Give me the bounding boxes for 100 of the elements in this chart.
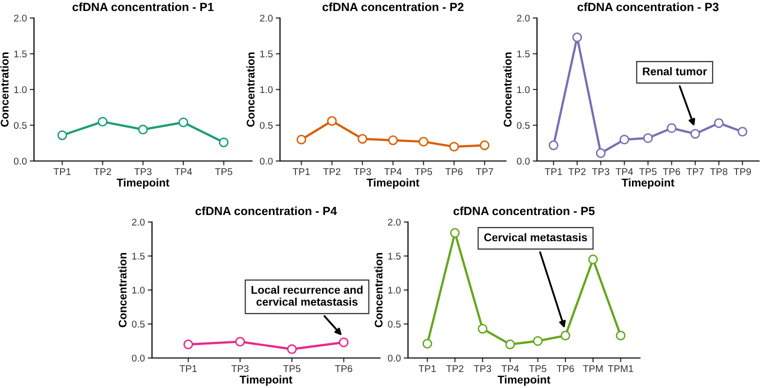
- point: [548, 140, 558, 150]
- x-tick-label: TP1: [180, 365, 197, 372]
- point: [287, 344, 297, 354]
- x-tick-label: TP1: [54, 168, 71, 175]
- point: [690, 128, 700, 139]
- x-tick-label: TP3: [354, 168, 371, 176]
- y-tick-label: 1.0: [388, 286, 401, 294]
- y-tick-label: 1.5: [388, 252, 401, 260]
- x-tick-label: TP2: [323, 168, 340, 175]
- x-axis-title: Timepoint: [240, 375, 292, 386]
- y-tick-label: 2.0: [517, 14, 530, 22]
- point: [98, 116, 108, 127]
- x-tick-label: TP1: [418, 365, 436, 372]
- chart-title: cfDNA concentration - P3: [578, 2, 719, 12]
- x-tick-label: TP7: [476, 168, 494, 175]
- x-tick-label: TPM: [583, 365, 603, 372]
- x-tick-label: TP1: [292, 168, 310, 175]
- x-axis-title: Timepoint: [366, 178, 420, 189]
- x-tick-label: TP4: [174, 168, 192, 175]
- y-tick-label: 1.0: [132, 286, 145, 294]
- x-axis-title: Timepoint: [622, 178, 674, 189]
- point: [532, 336, 543, 346]
- point: [178, 118, 188, 128]
- point: [358, 134, 368, 144]
- x-tick-label: TP5: [639, 168, 657, 176]
- x-axis-title: Timepoint: [116, 178, 170, 189]
- y-axis-title: Concentration: [0, 52, 9, 127]
- point: [138, 124, 148, 134]
- y-tick-label: 1.5: [14, 50, 27, 58]
- x-tick-label: TP8: [710, 168, 728, 176]
- x-axis-title: Timepoint: [498, 375, 550, 386]
- point: [296, 134, 306, 144]
- y-axis-title: Concentration: [503, 52, 512, 127]
- x-tick-label: TP5: [529, 365, 546, 372]
- point: [643, 133, 653, 143]
- point: [449, 142, 459, 152]
- x-tick-label: TP5: [283, 365, 300, 372]
- chart-title: cfDNA concentration - P4: [196, 206, 337, 216]
- point: [478, 324, 488, 334]
- x-tick-label: TP4: [501, 365, 519, 372]
- y-tick-label: 0.0: [388, 354, 401, 362]
- y-tick-label: 0.5: [132, 320, 145, 328]
- y-tick-label: 2.0: [260, 14, 273, 22]
- point: [738, 126, 748, 137]
- y-axis-title: Concentration: [374, 253, 383, 328]
- x-tick-label: TP2: [94, 168, 112, 175]
- x-tick-label: TPM1: [608, 365, 634, 372]
- x-tick-label: TP3: [592, 168, 610, 176]
- y-tick-label: 0.5: [260, 122, 273, 129]
- point: [666, 123, 676, 133]
- x-tick-label: TP6: [662, 168, 680, 176]
- point: [57, 130, 68, 140]
- x-tick-label: TP9: [734, 168, 751, 176]
- x-tick-label: TP3: [231, 365, 249, 372]
- point: [616, 330, 626, 340]
- x-tick-label: TP2: [446, 365, 464, 372]
- x-tick-label: TP6: [556, 365, 574, 372]
- x-tick-label: TP3: [474, 365, 492, 372]
- x-tick-label: TP6: [335, 365, 352, 372]
- y-tick-label: 0.5: [516, 122, 530, 129]
- x-tick-label: TP6: [445, 168, 463, 176]
- point: [572, 32, 582, 42]
- y-tick-label: 1.0: [260, 86, 273, 94]
- point: [450, 228, 460, 238]
- point: [588, 254, 598, 264]
- point: [422, 338, 432, 349]
- annotation: Cervical metastasis: [484, 233, 588, 242]
- x-tick-label: TP1: [544, 168, 562, 175]
- x-tick-label: TP2: [568, 168, 586, 175]
- y-axis-title: Concentration: [246, 52, 255, 127]
- x-tick-label: TP7: [686, 168, 704, 175]
- point: [505, 340, 516, 350]
- y-tick-label: 2.0: [132, 218, 145, 226]
- x-tick-label: TP5: [215, 168, 232, 176]
- point: [480, 140, 490, 150]
- y-tick-label: 2.0: [388, 218, 401, 226]
- x-tick-label: TP3: [134, 168, 152, 176]
- x-tick-label: TP5: [414, 168, 432, 176]
- point: [327, 116, 337, 126]
- y-tick-label: 1.0: [517, 86, 530, 94]
- x-tick-label: TP4: [616, 168, 634, 175]
- x-tick-label: TP4: [384, 168, 402, 175]
- y-tick-label: 0.5: [388, 320, 401, 328]
- point: [338, 338, 349, 348]
- chart-title: cfDNA concentration - P1: [72, 2, 214, 12]
- y-tick-label: 1.5: [517, 50, 530, 58]
- point: [418, 136, 428, 147]
- chart-title: cfDNA concentration - P5: [454, 206, 595, 216]
- chart-title: cfDNA concentration - P2: [322, 2, 464, 12]
- annotation: Local recurrence and cervical metastasis: [252, 286, 363, 306]
- y-tick-label: 0.0: [14, 158, 27, 165]
- y-tick-label: 1.5: [260, 50, 273, 58]
- y-axis-title: Concentration: [118, 253, 127, 328]
- point: [183, 340, 194, 350]
- y-tick-label: 0.5: [14, 122, 27, 129]
- y-tick-label: 1.5: [132, 252, 145, 260]
- annotation: Renal tumor: [642, 67, 707, 76]
- y-tick-label: 1.0: [14, 86, 27, 94]
- point: [235, 336, 245, 347]
- point: [218, 138, 229, 148]
